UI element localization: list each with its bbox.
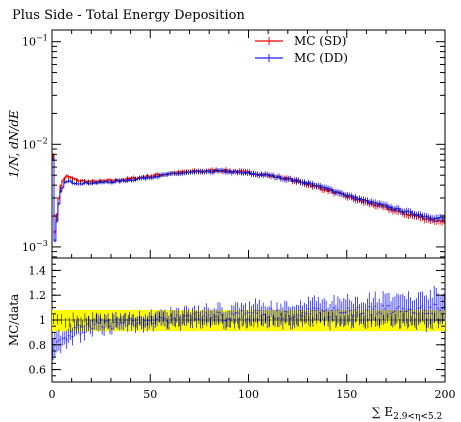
tick-exponent: −3: [36, 239, 48, 248]
x-tick-label: 50: [143, 388, 157, 401]
tick-base: 10: [22, 36, 36, 49]
x-tick-label: 0: [49, 388, 56, 401]
mc-sd-line: [52, 154, 445, 233]
x-tick-label: 200: [435, 388, 456, 401]
mc-dd-series: [52, 157, 445, 243]
x-axis-label-subscript: 2.9<η<5.2: [393, 412, 442, 422]
chart-title: Plus Side - Total Energy Deposition: [12, 8, 245, 23]
tick-exponent: −1: [36, 34, 48, 43]
ratio-y-tick-label: 1: [39, 314, 46, 327]
ratio-dd-series: [52, 285, 445, 360]
x-tick-label: 150: [336, 388, 357, 401]
ratio-y-axis-label: MC/data: [7, 294, 21, 346]
main-panel: 10−310−210−1 MC (SD) MC (DD) 1/N, dN/dE: [7, 29, 446, 259]
data-points: [52, 154, 443, 222]
tick-base: 10: [22, 138, 36, 151]
ratio-y-tick-label: 1.4: [29, 264, 47, 277]
mc-sd-series: [52, 153, 445, 234]
legend-dd-label: MC (DD): [294, 51, 348, 65]
ratio-panel: 0.6 0.8 1 1.2 1.4 0 50 100 150 200 MC/data ∑ E2.9…: [7, 257, 456, 422]
ratio-plot-marks: [52, 285, 445, 360]
x-tick-label: 100: [238, 388, 259, 401]
ratio-x-axis-label: ∑ E2.9<η<5.2: [372, 405, 442, 422]
tick-exponent: −2: [36, 136, 48, 145]
ratio-y-tick-label: 1.2: [29, 289, 47, 302]
x-axis-label-main: ∑ E: [372, 405, 393, 419]
mc-dd-line: [52, 158, 445, 242]
legend: MC (SD) MC (DD): [255, 34, 348, 65]
main-plot-marks: [52, 153, 445, 243]
legend-sd-label: MC (SD): [294, 34, 347, 48]
main-y-tick-label: 10−3: [22, 239, 48, 254]
main-y-tick-label: 10−1: [22, 34, 48, 49]
tick-base: 10: [22, 241, 36, 254]
main-plot-frame: [51, 29, 446, 259]
ratio-plot-axes: 0.6 0.8 1 1.2 1.4 0 50 100 150 200: [29, 257, 456, 401]
ratio-y-tick-label: 0.6: [29, 364, 47, 377]
ratio-y-tick-label: 0.8: [29, 339, 47, 352]
main-y-axis-label: 1/N, dN/dE: [7, 110, 21, 178]
main-plot-axes: 10−310−210−1: [22, 30, 446, 258]
data-uncertainty-band: [52, 310, 445, 332]
main-y-tick-label: 10−2: [22, 136, 48, 151]
